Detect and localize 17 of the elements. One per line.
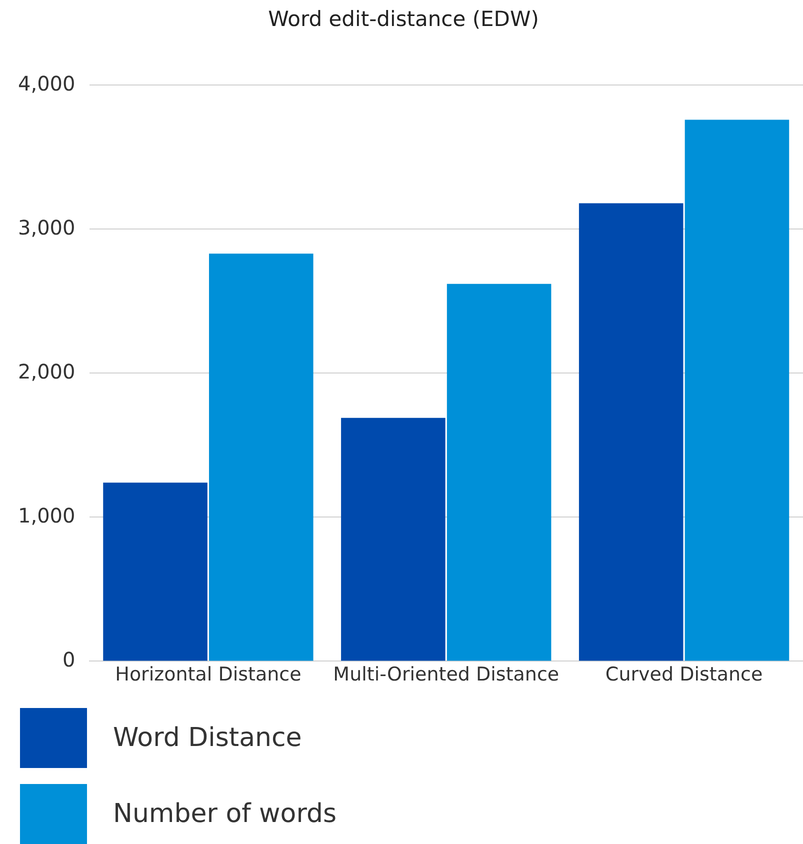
bar [684, 120, 790, 661]
y-tick-label: 3,000 [18, 215, 76, 240]
bar [103, 482, 208, 661]
y-tick-label: 2,000 [18, 359, 76, 384]
legend-label: Number of words [113, 799, 336, 829]
x-tick-label: Multi-Oriented Distance [333, 664, 560, 686]
bar [446, 284, 552, 661]
chart-title: Word edit-distance (EDW) [268, 7, 539, 32]
legend-label: Word Distance [113, 723, 302, 753]
y-tick-label: 0 [62, 647, 76, 672]
bar [341, 418, 446, 661]
bar [209, 254, 314, 661]
y-tick-label: 4,000 [18, 71, 76, 96]
x-tick-label: Curved Distance [605, 664, 763, 686]
x-tick-label: Horizontal Distance [115, 664, 302, 686]
bar [578, 203, 684, 661]
y-tick-label: 1,000 [18, 503, 76, 528]
